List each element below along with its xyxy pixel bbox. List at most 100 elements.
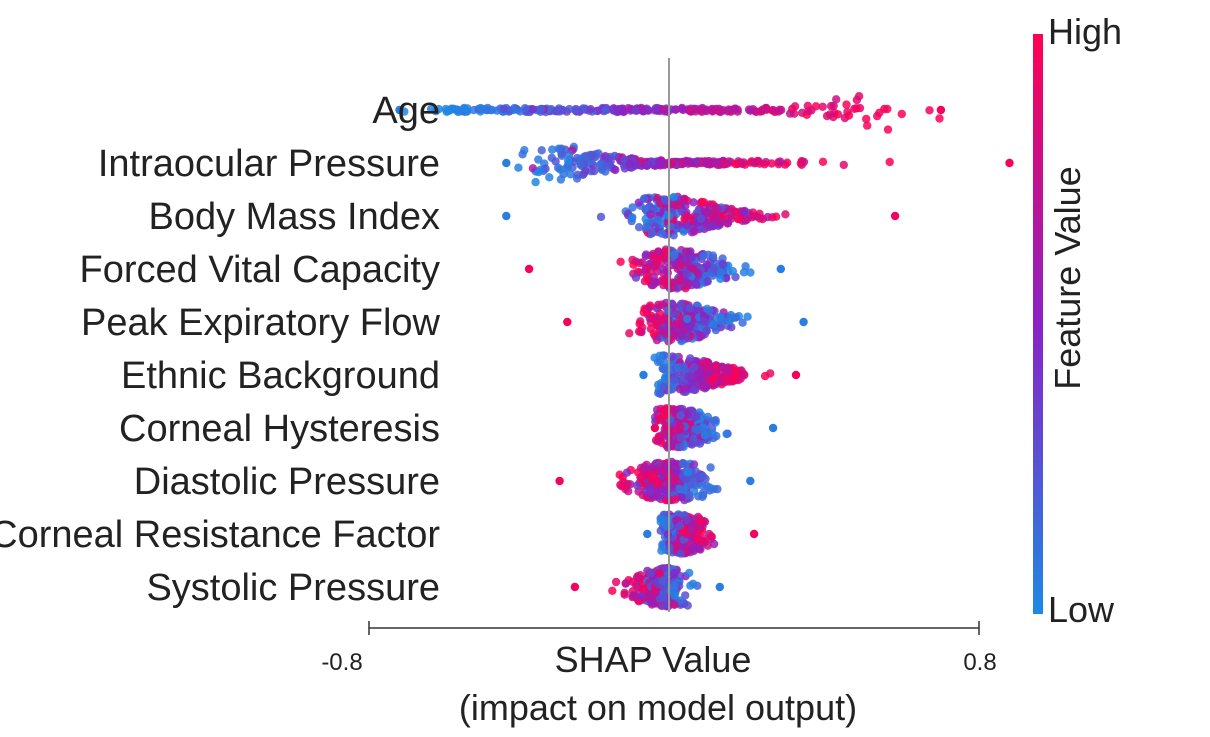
- shap-point: [655, 569, 664, 578]
- shap-point: [576, 160, 585, 169]
- shap-point: [649, 280, 658, 290]
- shap-point: [731, 208, 740, 217]
- shap-point: [616, 257, 625, 266]
- shap-point: [734, 214, 744, 224]
- shap-point: [669, 375, 679, 384]
- shap-point: [739, 369, 748, 379]
- shap-point: [671, 475, 680, 484]
- shap-point: [671, 495, 680, 504]
- shap-point: [670, 581, 679, 590]
- shap-point: [666, 428, 675, 438]
- feature-label: Systolic Pressure: [146, 567, 440, 609]
- shap-point-extreme: [650, 423, 660, 433]
- shap-point: [669, 569, 679, 578]
- beeswarm-points: [395, 92, 1014, 611]
- shap-point: [710, 372, 720, 382]
- shap-point: [699, 251, 708, 260]
- feature-label: Intraocular Pressure: [98, 143, 440, 185]
- shap-point: [685, 568, 694, 578]
- shap-point: [655, 351, 664, 360]
- feature-label: Body Mass Index: [149, 196, 440, 238]
- shap-point: [646, 569, 655, 578]
- shap-point: [642, 263, 652, 273]
- shap-point: [629, 260, 638, 269]
- shap-point: [651, 436, 661, 445]
- shap-point: [537, 146, 546, 155]
- shap-point: [669, 192, 678, 202]
- shap-point: [739, 268, 749, 277]
- shap-point: [684, 279, 693, 288]
- shap-point: [675, 521, 685, 530]
- shap-point: [536, 105, 545, 114]
- shap-point: [686, 354, 695, 363]
- shap-point-extreme: [799, 317, 808, 327]
- shap-point: [661, 196, 670, 205]
- shap-point: [750, 159, 759, 168]
- shap-point: [722, 429, 731, 439]
- shap-point: [718, 260, 728, 269]
- shap-point-extreme: [746, 476, 755, 486]
- shap-point: [557, 144, 566, 153]
- shap-point: [641, 250, 651, 259]
- shap-point: [620, 588, 629, 598]
- shap-point: [746, 268, 755, 277]
- shap-point: [677, 160, 686, 169]
- shap-point: [683, 601, 692, 610]
- shap-point: [832, 95, 841, 104]
- shap-point: [534, 167, 543, 177]
- shap-point: [811, 102, 821, 111]
- shap-point: [643, 274, 652, 283]
- shap-point: [654, 247, 663, 256]
- shap-point: [702, 357, 711, 367]
- feature-row-points: [524, 245, 785, 293]
- feature-row-points: [502, 192, 900, 240]
- shap-point: [688, 264, 698, 273]
- feature-row-points: [563, 298, 808, 346]
- shap-point: [528, 105, 537, 114]
- shap-point: [781, 210, 790, 219]
- shap-point: [610, 151, 619, 161]
- shap-point-extreme: [768, 423, 778, 433]
- feature-row-points: [650, 404, 778, 452]
- shap-point: [675, 484, 684, 493]
- shap-point: [545, 173, 554, 182]
- shap-point: [650, 222, 660, 231]
- shap-point: [677, 104, 686, 114]
- colorbar: High Low Feature Value: [1033, 11, 1122, 630]
- shap-point: [680, 214, 689, 224]
- shap-point: [492, 106, 502, 115]
- shap-point: [628, 577, 637, 586]
- shap-point: [650, 254, 660, 263]
- shap-point: [676, 411, 685, 420]
- shap-point-extreme: [395, 105, 404, 115]
- shap-point: [702, 260, 711, 269]
- shap-point: [573, 170, 582, 179]
- feature-label: Diastolic Pressure: [134, 461, 440, 503]
- shap-point: [703, 277, 712, 286]
- shap-point: [703, 541, 712, 550]
- feature-row-points: [555, 457, 755, 505]
- shap-point: [689, 460, 699, 469]
- shap-point: [696, 214, 706, 223]
- feature-row-points: [639, 351, 801, 398]
- shap-point: [654, 467, 664, 476]
- shap-point: [682, 515, 692, 525]
- shap-point: [683, 468, 692, 477]
- shap-point: [825, 110, 835, 119]
- shap-point: [589, 166, 599, 176]
- shap-point: [558, 105, 567, 115]
- shap-point: [803, 101, 812, 111]
- shap-point: [442, 107, 451, 117]
- shap-point: [703, 158, 712, 167]
- shap-point: [690, 227, 699, 236]
- shap-point: [709, 264, 719, 273]
- shap-point-extreme: [1005, 158, 1014, 168]
- feature-row-points: [395, 92, 946, 134]
- shap-point: [746, 106, 755, 115]
- shap-point: [647, 229, 657, 238]
- shap-point: [636, 571, 645, 580]
- shap-point: [657, 300, 667, 309]
- shap-point: [685, 303, 694, 313]
- shap-point: [628, 213, 637, 222]
